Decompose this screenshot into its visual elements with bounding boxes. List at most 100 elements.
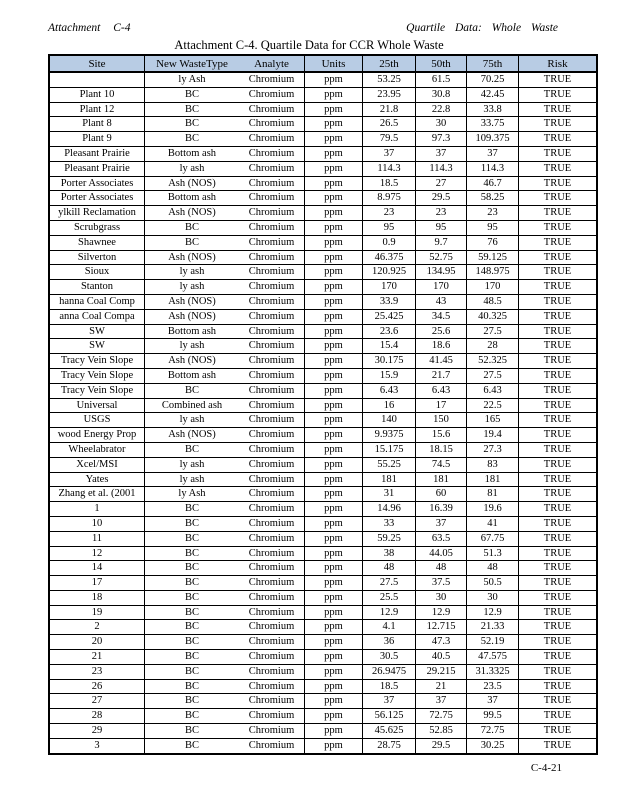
cell-units: ppm xyxy=(304,737,363,755)
cell-risk: TRUE xyxy=(518,101,598,118)
cell-units: ppm xyxy=(304,515,363,532)
cell-site: Porter Associates xyxy=(48,175,145,192)
cell-units: ppm xyxy=(304,530,363,547)
cell-50th: 6.43 xyxy=(415,382,467,399)
cell-analyte: Chromium xyxy=(239,145,305,162)
cell-75th: 70.25 xyxy=(466,71,519,88)
cell-units: ppm xyxy=(304,560,363,577)
cell-waste-type: BC xyxy=(144,501,239,517)
cell-25th: 33 xyxy=(362,515,416,532)
cell-risk: TRUE xyxy=(518,619,598,636)
cell-units: ppm xyxy=(304,501,363,517)
cell-50th: 114.3 xyxy=(415,160,467,177)
cell-waste-type: BC xyxy=(144,723,239,739)
cell-site: Xcel/MSI xyxy=(48,456,145,473)
cell-analyte: Chromium xyxy=(239,471,305,488)
cell-site: hanna Coal Comp xyxy=(48,293,145,310)
cell-50th: 44.05 xyxy=(415,545,467,562)
cell-25th: 23.6 xyxy=(362,323,416,340)
table-row: Sioux ly ash Chromium ppm 120.925 134.95 148.9… xyxy=(48,264,598,281)
cell-analyte: Chromium xyxy=(239,737,305,755)
cell-75th: 114.3 xyxy=(466,160,519,177)
cell-risk: TRUE xyxy=(518,737,598,755)
cell-analyte: Chromium xyxy=(239,501,305,517)
cell-waste-type: BC xyxy=(144,708,239,725)
cell-waste-type: BC xyxy=(144,604,239,621)
cell-waste-type: Ash (NOS) xyxy=(144,427,239,443)
cell-risk: TRUE xyxy=(518,693,598,710)
cell-units: ppm xyxy=(304,234,363,251)
cell-50th: 63.5 xyxy=(415,530,467,547)
cell-analyte: Chromium xyxy=(239,234,305,251)
cell-waste-type: Ash (NOS) xyxy=(144,175,239,192)
cell-analyte: Chromium xyxy=(239,427,305,443)
cell-25th: 30.175 xyxy=(362,353,416,369)
cell-site: 19 xyxy=(48,604,145,621)
cell-waste-type: BC xyxy=(144,663,239,680)
cell-25th: 15.4 xyxy=(362,338,416,355)
cell-25th: 12.9 xyxy=(362,604,416,621)
cell-analyte: Chromium xyxy=(239,367,305,384)
cell-site: Yates xyxy=(48,471,145,488)
cell-75th: 59.125 xyxy=(466,249,519,266)
cell-risk: TRUE xyxy=(518,545,598,562)
cell-risk: TRUE xyxy=(518,249,598,266)
cell-site: Universal xyxy=(48,397,145,414)
column-header-units: Units xyxy=(304,54,363,73)
cell-site: 26 xyxy=(48,678,145,695)
table-row: 28 BC Chromium ppm 56.125 72.75 99.5 TRUE xyxy=(48,708,598,725)
cell-waste-type: ly Ash xyxy=(144,486,239,503)
cell-risk: TRUE xyxy=(518,427,598,443)
cell-analyte: Chromium xyxy=(239,160,305,177)
cell-units: ppm xyxy=(304,456,363,473)
table-row: 11 BC Chromium ppm 59.25 63.5 67.75 TRUE xyxy=(48,530,598,547)
cell-units: ppm xyxy=(304,190,363,207)
cell-25th: 140 xyxy=(362,412,416,429)
cell-site: Tracy Vein Slope xyxy=(48,367,145,384)
cell-units: ppm xyxy=(304,205,363,221)
table-row: SW Bottom ash Chromium ppm 23.6 25.6 27.5 TRUE xyxy=(48,323,598,340)
cell-50th: 150 xyxy=(415,412,467,429)
cell-waste-type: ly ash xyxy=(144,160,239,177)
cell-analyte: Chromium xyxy=(239,530,305,547)
cell-analyte: Chromium xyxy=(239,293,305,310)
cell-analyte: Chromium xyxy=(239,190,305,207)
table-row: 29 BC Chromium ppm 45.625 52.85 72.75 TRUE xyxy=(48,723,598,739)
cell-site: 12 xyxy=(48,545,145,562)
cell-waste-type: Bottom ash xyxy=(144,190,239,207)
table-row: Pleasant Prairie ly ash Chromium ppm 114.3 11… xyxy=(48,160,598,177)
cell-units: ppm xyxy=(304,708,363,725)
cell-waste-type: Ash (NOS) xyxy=(144,205,239,221)
cell-waste-type: ly Ash xyxy=(144,71,239,88)
cell-risk: TRUE xyxy=(518,86,598,103)
cell-75th: 109.375 xyxy=(466,131,519,147)
table-row: Porter Associates Ash (NOS) Chromium ppm 18.… xyxy=(48,175,598,192)
cell-50th: 60 xyxy=(415,486,467,503)
cell-50th: 37 xyxy=(415,693,467,710)
cell-75th: 76 xyxy=(466,234,519,251)
cell-waste-type: BC xyxy=(144,693,239,710)
cell-75th: 22.5 xyxy=(466,397,519,414)
table-row: 2 BC Chromium ppm 4.1 12.715 21.33 TRUE xyxy=(48,619,598,636)
cell-risk: TRUE xyxy=(518,367,598,384)
running-header: Attachment C-4 Quartile Data: Whole Wast… xyxy=(48,22,558,34)
cell-site: Scrubgrass xyxy=(48,219,145,236)
cell-units: ppm xyxy=(304,575,363,591)
cell-25th: 33.9 xyxy=(362,293,416,310)
table-header: Site New WasteType Analyte Units 25th 50th 75t… xyxy=(48,54,598,73)
table-row: Porter Associates Bottom ash Chromium ppm 8.… xyxy=(48,190,598,207)
cell-site: anna Coal Compa xyxy=(48,308,145,325)
cell-25th: 53.25 xyxy=(362,71,416,88)
cell-units: ppm xyxy=(304,131,363,147)
cell-analyte: Chromium xyxy=(239,219,305,236)
cell-waste-type: BC xyxy=(144,116,239,133)
cell-site: Plant 9 xyxy=(48,131,145,147)
table-row: Xcel/MSI ly ash Chromium ppm 55.25 74.5 83 TRUE xyxy=(48,456,598,473)
cell-analyte: Chromium xyxy=(239,589,305,606)
cell-75th: 50.5 xyxy=(466,575,519,591)
cell-50th: 37 xyxy=(415,515,467,532)
cell-site: 17 xyxy=(48,575,145,591)
table-row: Wheelabrator BC Chromium ppm 15.175 18.15 27.3… xyxy=(48,441,598,458)
cell-25th: 23 xyxy=(362,205,416,221)
cell-analyte: Chromium xyxy=(239,382,305,399)
